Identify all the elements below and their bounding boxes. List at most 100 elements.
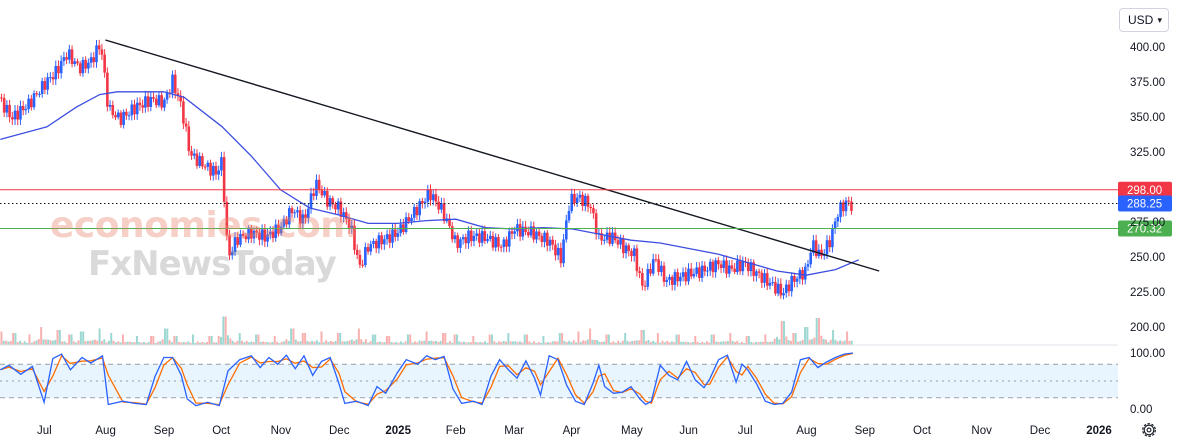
volume-bar: [353, 340, 356, 345]
volume-bar: [691, 341, 694, 345]
gear-icon[interactable]: [1140, 421, 1158, 439]
volume-bar: [752, 342, 755, 345]
candle: [706, 270, 709, 272]
volume-bar: [98, 328, 101, 345]
candle: [331, 198, 335, 205]
volume-bar: [776, 336, 778, 345]
volume-bar: [783, 321, 786, 345]
candle: [347, 218, 351, 229]
volume-bar: [84, 341, 87, 345]
candle: [562, 239, 565, 264]
volume-bar: [467, 342, 470, 345]
volume-bar: [526, 334, 529, 345]
volume-bar: [661, 340, 664, 345]
volume-bar: [610, 342, 613, 345]
level-tag: [1118, 220, 1172, 237]
candle: [513, 231, 516, 234]
candle: [749, 262, 753, 272]
volume-bar: [238, 333, 241, 345]
candle: [738, 260, 742, 272]
candle: [828, 240, 832, 248]
candle: [214, 165, 218, 175]
volume-bar: [607, 334, 610, 345]
volume-bar: [519, 341, 522, 345]
volume-bar: [633, 340, 636, 345]
volume-bar: [813, 337, 816, 345]
candle: [431, 194, 435, 201]
volume-bar: [747, 336, 750, 345]
candle: [176, 93, 180, 96]
candle: [825, 240, 829, 255]
time-tick-label: 2025: [385, 425, 411, 437]
volume-bar: [544, 342, 547, 345]
volume-bar: [131, 342, 134, 345]
volume-bar: [119, 342, 122, 345]
candle: [198, 156, 201, 166]
candle: [641, 273, 644, 286]
candle: [622, 238, 625, 254]
time-tick-label: May: [621, 425, 643, 437]
volume-bar: [705, 341, 708, 345]
candle: [486, 239, 489, 242]
volume-bar: [792, 333, 795, 345]
candle: [350, 225, 354, 229]
time-tick-label: Nov: [271, 425, 292, 437]
candle: [681, 272, 685, 277]
volume-bar: [757, 342, 760, 345]
volume-bar: [355, 339, 358, 345]
candle: [459, 239, 462, 248]
volume-bar: [402, 342, 405, 345]
candle: [260, 229, 264, 240]
candle: [733, 268, 736, 273]
candle: [125, 111, 128, 116]
candle: [225, 201, 229, 236]
volume-bar: [668, 342, 671, 345]
candle: [651, 259, 655, 274]
volume-bar: [159, 341, 162, 345]
volume-bar: [152, 336, 155, 345]
candle: [192, 153, 196, 156]
candle: [611, 232, 614, 244]
candle: [521, 226, 525, 237]
candle: [217, 170, 220, 175]
candle: [13, 110, 17, 120]
candle: [154, 98, 158, 106]
volume-bar: [476, 342, 479, 345]
candle: [535, 231, 538, 240]
volume-bar: [675, 334, 678, 345]
candle: [464, 237, 468, 244]
volume-bar: [626, 340, 629, 345]
candle: [271, 231, 275, 239]
volume-bar: [269, 342, 272, 345]
volume-bar: [61, 341, 64, 345]
candle: [554, 244, 557, 256]
volume-bar: [493, 341, 496, 345]
volume-bar: [491, 334, 494, 345]
candle: [790, 275, 793, 292]
volume-bar: [523, 334, 526, 345]
volume-bar: [579, 341, 582, 345]
candle: [407, 217, 411, 222]
candle: [755, 271, 758, 276]
candle: [288, 208, 291, 225]
volume-bar: [680, 341, 683, 345]
candle: [103, 54, 106, 73]
volume-bar: [570, 342, 573, 345]
candle: [450, 226, 454, 240]
volume-bar: [698, 343, 701, 345]
volume-bar: [213, 342, 216, 345]
volume-bar: [100, 341, 103, 345]
volume-bar: [652, 340, 655, 345]
volume-bar: [341, 341, 344, 345]
volume-bar: [624, 333, 627, 345]
volume-bar: [327, 341, 330, 345]
currency-selector-button[interactable]: USD ▾: [1119, 8, 1169, 32]
candle: [850, 201, 853, 211]
volume-bar: [392, 342, 395, 345]
volume-bar: [26, 342, 29, 345]
volume-bar: [248, 342, 251, 345]
volume-bar: [222, 316, 225, 345]
candle: [516, 224, 519, 232]
volume-bar: [42, 339, 45, 345]
